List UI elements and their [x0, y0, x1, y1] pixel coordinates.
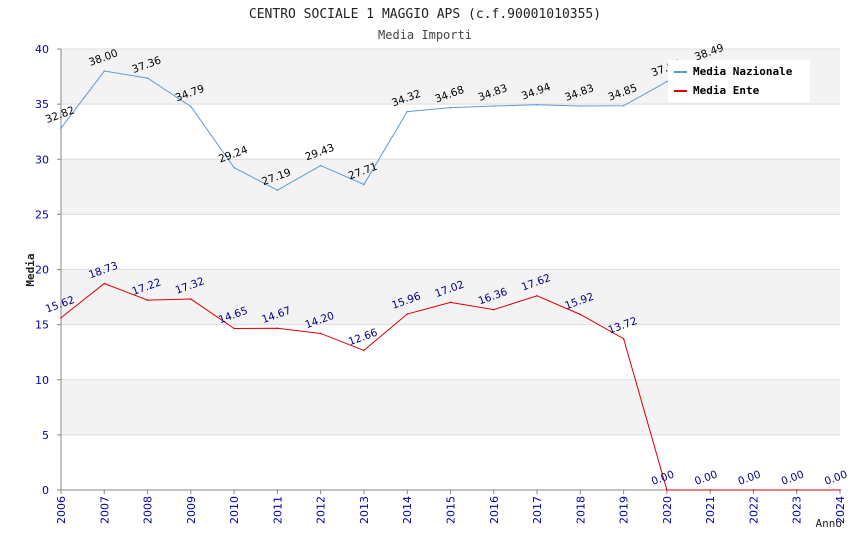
data-point-media-nazionale [363, 183, 365, 186]
data-point-media-ente [406, 313, 409, 315]
data-point-media-nazionale [406, 110, 409, 113]
x-tick-label: 2019 [618, 496, 631, 524]
data-point-media-nazionale [319, 164, 322, 167]
data-point-media-ente [622, 337, 625, 340]
data-point-media-ente [536, 294, 538, 297]
y-tick-label: 35 [35, 98, 49, 111]
data-point-media-ente [666, 489, 668, 491]
data-point-media-ente [190, 298, 192, 300]
x-tick-label: 2018 [574, 496, 587, 524]
data-point-media-ente [492, 308, 495, 311]
x-tick-label: 2020 [661, 496, 674, 524]
y-axis-label: Media [24, 253, 37, 286]
data-point-media-ente [795, 489, 798, 491]
data-point-media-ente [839, 489, 841, 491]
data-point-media-nazionale [492, 105, 495, 107]
x-tick-label: 2015 [445, 496, 458, 524]
chart-subtitle: Media Importi [378, 28, 472, 42]
x-tick-label: 2023 [791, 496, 804, 524]
y-tick-label: 0 [42, 484, 49, 497]
data-point-media-ente [60, 316, 62, 319]
y-tick-labels: 0 5 10 15 20 25 30 35 40 [35, 43, 49, 497]
data-point-media-nazionale [190, 105, 192, 108]
x-tick-label: 2021 [704, 496, 717, 524]
x-tick-label: 2009 [185, 496, 198, 524]
x-tick-labels: 2006 2007 2008 2009 2010 2011 2012 2013 2014 2015… [55, 490, 847, 524]
data-point-media-nazionale [233, 166, 235, 169]
data-point-media-ente [709, 489, 711, 491]
y-tick-label: 40 [35, 43, 49, 56]
data-point-media-ente [319, 332, 322, 335]
series-line-media-nazionale [60, 65, 711, 191]
data-point-media-nazionale [666, 80, 668, 83]
x-tick-label: 2022 [747, 496, 760, 524]
legend-label-media-nazionale: Media Nazionale [693, 65, 793, 78]
data-point-media-ente [752, 489, 755, 491]
x-tick-label: 2014 [401, 496, 414, 524]
data-point-media-nazionale [276, 189, 279, 192]
y-tick-label: 20 [35, 264, 49, 277]
x-axis-label: Anno [816, 517, 843, 530]
x-tick-label: 2006 [55, 496, 68, 524]
data-point-media-ente [363, 349, 365, 352]
data-point-media-ente [449, 301, 452, 304]
y-tick-label: 10 [35, 374, 49, 387]
x-tick-label: 2012 [315, 496, 328, 524]
data-point-media-nazionale [579, 105, 582, 107]
x-tick-label: 2017 [531, 496, 544, 524]
plot-band [61, 104, 840, 160]
data-point-media-nazionale [60, 127, 62, 129]
x-tick-label: 2007 [98, 496, 111, 524]
plot-band [61, 379, 840, 435]
plot-band [61, 434, 840, 490]
data-point-media-ente [579, 313, 582, 316]
y-tick-label: 15 [35, 319, 49, 332]
data-point-media-ente [276, 327, 279, 330]
x-tick-label: 2011 [271, 496, 284, 524]
plot-band [61, 214, 840, 270]
x-tick-label: 2008 [142, 496, 155, 524]
data-point-media-nazionale [103, 70, 106, 72]
y-tick-label: 25 [35, 208, 49, 221]
x-tick-label: 2024 [834, 496, 847, 524]
legend: Media Nazionale Media Ente [668, 60, 810, 102]
data-point-media-ente [233, 327, 235, 330]
plot-band [61, 324, 840, 380]
data-point-media-nazionale [622, 104, 625, 107]
x-tick-label: 2016 [488, 496, 501, 524]
legend-box [668, 60, 810, 102]
data-point-media-nazionale [536, 103, 538, 106]
x-tick-label: 2013 [358, 496, 371, 524]
chart-title: CENTRO SOCIALE 1 MAGGIO APS (c.f.9000101… [249, 7, 601, 22]
data-point-media-ente [103, 282, 106, 285]
data-point-media-ente [146, 299, 149, 301]
plot-band [61, 159, 840, 215]
x-tick-label: 2010 [228, 496, 241, 524]
data-point-media-nazionale [449, 106, 452, 109]
y-tick-label: 5 [42, 429, 49, 442]
legend-label-media-ente: Media Ente [693, 84, 760, 97]
series-lines [60, 64, 841, 491]
plot-background-bands [61, 49, 840, 490]
data-point-media-nazionale [146, 77, 149, 79]
plot-band [61, 269, 840, 325]
y-tick-label: 30 [35, 153, 49, 166]
